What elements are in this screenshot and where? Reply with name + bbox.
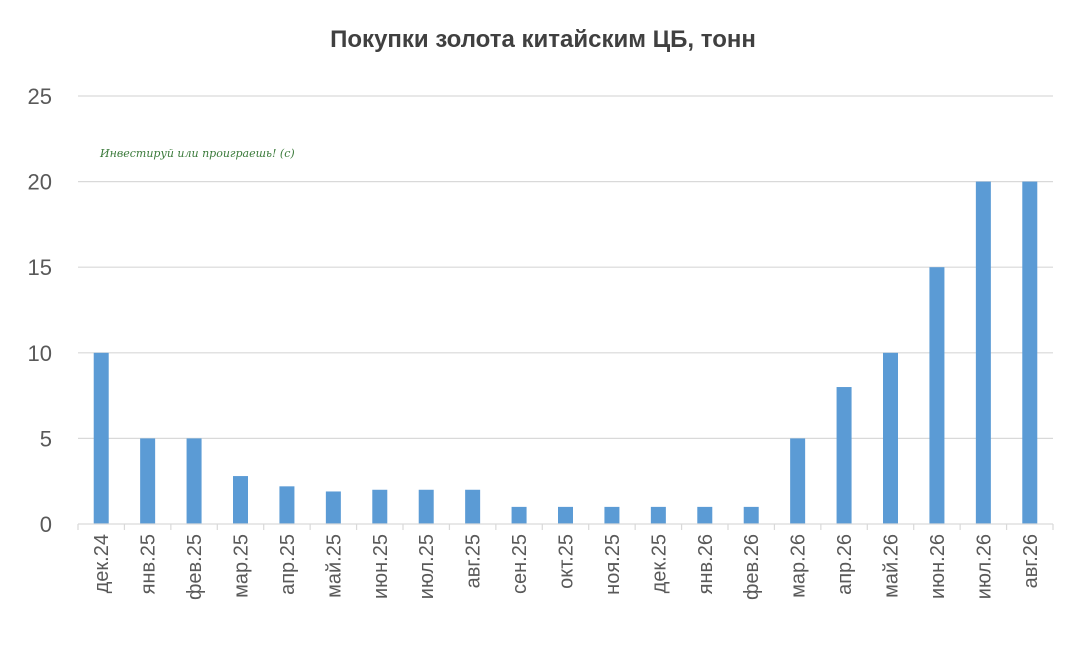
bar-май.26 bbox=[883, 352, 898, 524]
y-tick-label: 0 bbox=[40, 512, 52, 537]
x-tick-label: мар.26 bbox=[788, 534, 810, 598]
x-tick-label: фев.26 bbox=[741, 534, 763, 600]
x-tick-label: ноя.25 bbox=[602, 534, 624, 595]
y-tick-label: 20 bbox=[28, 170, 52, 195]
x-tick-label: янв.26 bbox=[695, 534, 717, 594]
bar-сен.25 bbox=[511, 506, 527, 524]
bar-авг.25 bbox=[465, 489, 481, 524]
x-axis-ticks: дек.24 янв.25 фев.25 мар.25 апр.25 май.25 июн.… bbox=[91, 534, 1042, 600]
bar-фев.25 bbox=[186, 438, 202, 524]
y-tick-label: 10 bbox=[28, 341, 52, 366]
x-tick-label: фев.25 bbox=[184, 534, 206, 600]
bar-июл.26 bbox=[975, 181, 991, 524]
bar-июн.26 bbox=[929, 267, 945, 524]
bar-авг.26 bbox=[1022, 181, 1038, 524]
x-tick-label: июл.26 bbox=[973, 534, 995, 599]
x-tick-label: июн.26 bbox=[927, 534, 949, 599]
bar-фев.26 bbox=[743, 506, 759, 524]
bar-мар.26 bbox=[790, 438, 806, 524]
x-tick-label: янв.25 bbox=[138, 534, 160, 594]
bar-янв.26 bbox=[697, 506, 713, 524]
bar-окт.25 bbox=[558, 506, 573, 524]
y-axis-ticks: 0 5 10 15 20 25 bbox=[28, 84, 52, 537]
y-tick-label: 5 bbox=[40, 426, 52, 451]
bar-мар.25 bbox=[233, 476, 248, 524]
bar-июл.25 bbox=[418, 489, 434, 524]
x-tick-label: дек.25 bbox=[648, 534, 670, 593]
bar-янв.25 bbox=[140, 438, 156, 524]
bar-ноя.25 bbox=[604, 506, 620, 524]
x-tick-label: авг.26 bbox=[1020, 534, 1042, 588]
x-tick-label: мар.25 bbox=[231, 534, 253, 598]
x-tick-label: апр.26 bbox=[834, 534, 856, 595]
bar-май.25 bbox=[325, 491, 341, 524]
x-tick-label: дек.24 bbox=[91, 534, 113, 593]
y-tick-label: 15 bbox=[28, 255, 52, 280]
bar-дек.24 bbox=[93, 352, 109, 524]
x-tick-label: май.26 bbox=[881, 534, 903, 598]
x-tick-label: июн.25 bbox=[370, 534, 392, 599]
bar-июн.25 bbox=[372, 489, 388, 524]
x-tick-label: май.25 bbox=[323, 534, 345, 598]
y-tick-label: 25 bbox=[28, 84, 52, 109]
chart-title: Покупки золота китайским ЦБ, тонн bbox=[330, 26, 756, 53]
bar-апр.26 bbox=[836, 387, 852, 524]
bar-апр.25 bbox=[279, 486, 295, 524]
x-tick-label: авг.25 bbox=[463, 534, 485, 588]
x-tick-label: апр.25 bbox=[277, 534, 299, 595]
x-tick-label: сен.25 bbox=[509, 534, 531, 594]
gridlines bbox=[78, 95, 1053, 439]
x-tick-label: окт.25 bbox=[556, 534, 578, 589]
bar-дек.25 bbox=[650, 506, 666, 524]
bars bbox=[93, 181, 1038, 524]
watermark-text: Инвестируй или проиграешь! (с) bbox=[100, 147, 295, 160]
x-axis bbox=[77, 523, 1054, 530]
x-tick-label: июл.25 bbox=[416, 534, 438, 599]
